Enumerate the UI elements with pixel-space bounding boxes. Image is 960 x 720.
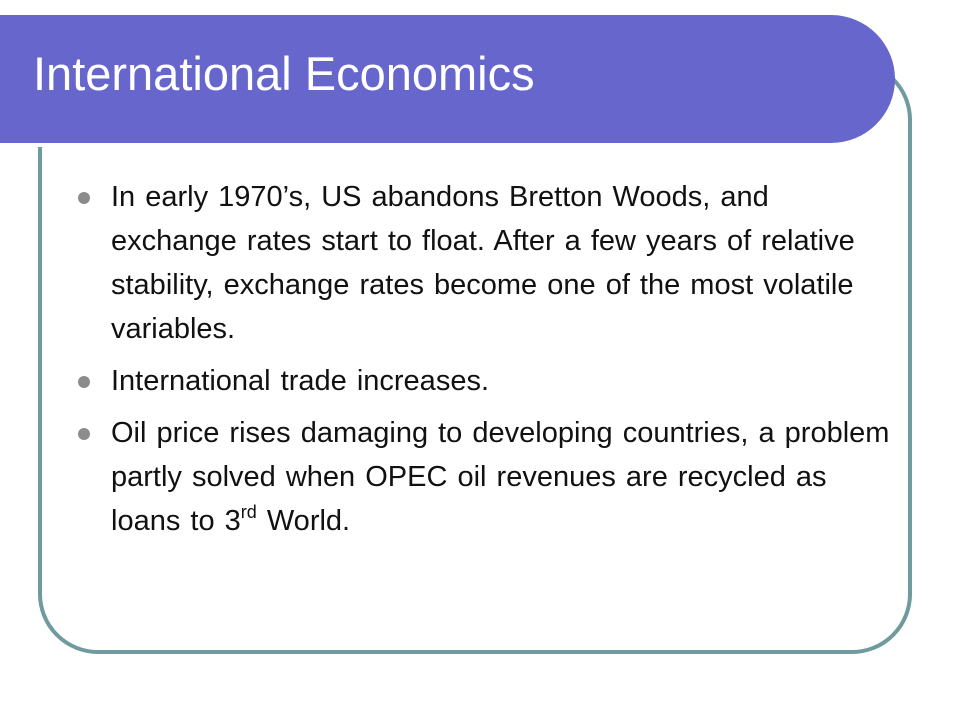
slide-title: International Economics <box>33 47 535 100</box>
bullet-text-3: Oil price rises damaging to developing c… <box>111 417 889 537</box>
bullet-item-1: In early 1970’s, US abandons Bretton Woo… <box>78 175 898 351</box>
bullet-dot-icon <box>78 376 90 388</box>
bullet-item-3: Oil price rises damaging to developing c… <box>78 411 898 543</box>
bullet-item-2: International trade increases. <box>78 359 898 403</box>
bullet-text-2: International trade increases. <box>111 365 489 397</box>
title-bar <box>0 15 895 147</box>
bullet-dot-icon <box>78 428 90 440</box>
bullet-list: In early 1970’s, US abandons Bretton Woo… <box>78 175 898 551</box>
ordinal-superscript: rd <box>240 502 257 522</box>
bullet-dot-icon <box>78 192 90 204</box>
bullet-text-1: In early 1970’s, US abandons Bretton Woo… <box>111 181 855 345</box>
bullet-text-3-main: Oil price rises damaging to developing c… <box>111 417 890 537</box>
title-underline <box>0 143 848 147</box>
content-frame <box>38 60 912 654</box>
bullet-text-3-end: World. <box>256 505 351 537</box>
